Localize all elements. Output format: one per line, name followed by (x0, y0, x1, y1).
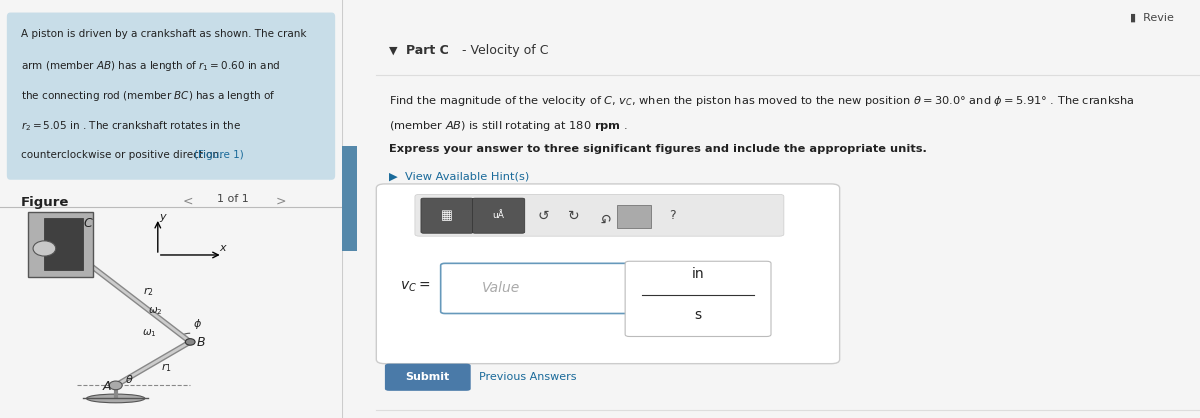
Text: Express your answer to three significant figures and include the appropriate uni: Express your answer to three significant… (389, 144, 928, 154)
Text: counterclockwise or positive direction.: counterclockwise or positive direction. (20, 150, 222, 160)
Text: Part C: Part C (407, 44, 449, 57)
Text: A: A (103, 380, 112, 393)
Text: ?: ? (670, 209, 676, 222)
Text: $\omega_1$: $\omega_1$ (142, 327, 156, 339)
Text: $r_2 = 5.05$ in . The crankshaft rotates in the: $r_2 = 5.05$ in . The crankshaft rotates… (20, 120, 240, 133)
Text: B: B (197, 336, 205, 349)
FancyBboxPatch shape (625, 261, 772, 336)
FancyBboxPatch shape (421, 198, 473, 233)
Text: $\omega_2$: $\omega_2$ (148, 306, 163, 317)
Text: $\phi$: $\phi$ (193, 317, 203, 331)
Text: $\theta$: $\theta$ (126, 373, 134, 385)
Circle shape (34, 241, 55, 256)
Text: y: y (160, 212, 166, 222)
Text: C: C (83, 217, 92, 230)
Text: $r_2$: $r_2$ (143, 285, 154, 298)
Text: (member $AB$) is still rotating at 180 $\mathbf{rpm}$ .: (member $AB$) is still rotating at 180 $… (389, 119, 628, 133)
Text: <: < (182, 194, 193, 207)
Bar (342, 146, 358, 251)
Text: - Velocity of C: - Velocity of C (458, 44, 548, 57)
Text: ▮  Revie: ▮ Revie (1130, 13, 1175, 23)
Text: Submit: Submit (406, 372, 450, 382)
Text: $r_1$: $r_1$ (161, 361, 172, 374)
FancyBboxPatch shape (385, 364, 470, 391)
Text: ↺: ↺ (538, 209, 550, 223)
Text: in: in (691, 267, 704, 281)
Circle shape (185, 339, 196, 345)
Circle shape (109, 381, 122, 390)
Text: $v_C =$: $v_C =$ (401, 279, 431, 293)
Text: the connecting rod (member $BC$) has a length of: the connecting rod (member $BC$) has a l… (20, 89, 275, 103)
Text: ▦: ▦ (440, 209, 452, 222)
Text: Value: Value (481, 281, 520, 296)
Text: Find the magnitude of the velocity of $C$, $v_C$, when the piston has moved to t: Find the magnitude of the velocity of $C… (389, 94, 1135, 108)
Text: Previous Answers: Previous Answers (479, 372, 577, 382)
Text: ▶  View Available Hint(s): ▶ View Available Hint(s) (389, 171, 529, 181)
Text: Figure: Figure (20, 196, 68, 209)
Bar (617, 205, 650, 228)
Text: ↻: ↻ (568, 209, 580, 223)
Polygon shape (44, 218, 83, 270)
FancyBboxPatch shape (440, 263, 630, 314)
Text: x: x (220, 242, 226, 252)
Text: (Figure 1): (Figure 1) (194, 150, 244, 160)
Text: >: > (275, 194, 286, 207)
Polygon shape (29, 212, 94, 277)
Text: arm (member $AB$) has a length of $r_1 = 0.60$ in and: arm (member $AB$) has a length of $r_1 =… (20, 59, 280, 73)
Text: A piston is driven by a crankshaft as shown. The crank: A piston is driven by a crankshaft as sh… (20, 29, 306, 39)
Text: ↺: ↺ (598, 209, 610, 223)
FancyBboxPatch shape (377, 184, 840, 364)
Text: s: s (695, 308, 702, 322)
Text: ▼: ▼ (389, 46, 397, 56)
Ellipse shape (86, 394, 145, 403)
Text: 1 of 1: 1 of 1 (217, 194, 248, 204)
Text: uÅ: uÅ (492, 211, 504, 220)
FancyBboxPatch shape (415, 194, 784, 236)
FancyBboxPatch shape (473, 198, 524, 233)
FancyBboxPatch shape (7, 13, 335, 180)
